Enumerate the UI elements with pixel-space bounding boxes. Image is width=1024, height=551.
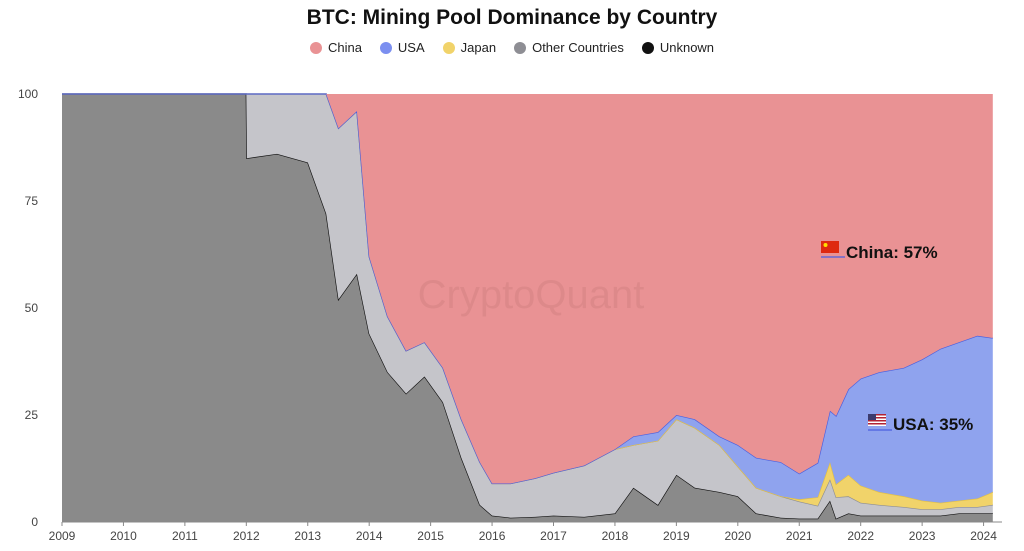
chart-areas: [62, 93, 994, 522]
y-tick-label: 25: [25, 408, 39, 422]
x-tick-label: 2013: [294, 529, 321, 543]
legend-item-unknown[interactable]: Unknown: [641, 40, 715, 55]
x-tick-label: 2012: [233, 529, 260, 543]
x-tick-label: 2010: [110, 529, 137, 543]
area-unknown: [62, 94, 993, 522]
usa-flag-icon: [868, 414, 892, 431]
x-tick-label: 2024: [970, 529, 997, 543]
y-tick-label: 75: [25, 194, 39, 208]
legend-item-usa[interactable]: USA: [379, 40, 425, 55]
chart-legend: China USA Japan Other Countries Unknown: [0, 40, 1024, 55]
x-tick-label: 2011: [172, 529, 198, 543]
x-tick-label: 2016: [479, 529, 506, 543]
y-tick-label: 100: [18, 87, 38, 101]
x-tick-label: 2015: [417, 529, 444, 543]
x-tick-label: 2018: [602, 529, 629, 543]
x-tick-label: 2021: [786, 529, 813, 543]
chart-annotations: China: 57% USA: 35%: [821, 241, 973, 434]
x-tick-label: 2009: [49, 529, 76, 543]
chart-axes: 0 25 50 75 100 2009 2010 2011 2012 2013 2014 2015 20…: [18, 87, 1002, 543]
y-tick-label: 0: [31, 515, 38, 529]
area-usa: [62, 94, 993, 503]
annotation-usa: USA: 35%: [893, 415, 973, 434]
china-flag-icon: [821, 241, 845, 258]
x-tick-label: 2022: [847, 529, 874, 543]
x-tick-label: 2014: [356, 529, 383, 543]
legend-item-china[interactable]: China: [309, 40, 362, 55]
legend-item-other-countries[interactable]: Other Countries: [514, 40, 624, 55]
x-tick-label: 2020: [724, 529, 751, 543]
legend-label-japan: Japan: [460, 40, 497, 55]
legend-label-china: China: [327, 40, 362, 55]
legend-label-other-countries: Other Countries: [532, 40, 624, 55]
legend-label-usa: USA: [397, 40, 425, 55]
y-tick-label: 50: [25, 301, 39, 315]
legend-swatch-japan: [442, 41, 455, 54]
watermark-text: CryptoQuant: [418, 273, 645, 317]
legend-swatch-unknown: [641, 41, 654, 54]
legend-swatch-usa: [379, 41, 392, 54]
x-tick-label: 2017: [540, 529, 567, 543]
legend-swatch-other-countries: [514, 41, 527, 54]
legend-item-japan[interactable]: Japan: [442, 40, 497, 55]
legend-swatch-china: [309, 41, 322, 54]
legend-label-unknown: Unknown: [659, 40, 715, 55]
x-tick-label: 2023: [909, 529, 936, 543]
x-tick-label: 2019: [663, 529, 690, 543]
annotation-china: China: 57%: [846, 243, 938, 262]
chart-title: BTC: Mining Pool Dominance by Country: [306, 6, 718, 29]
area-china: [62, 94, 993, 484]
